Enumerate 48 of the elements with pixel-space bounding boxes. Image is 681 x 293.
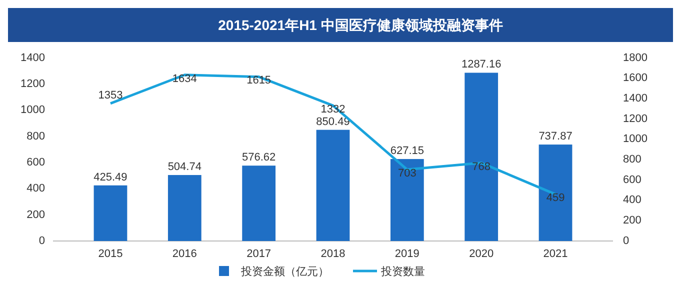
- bar: [390, 159, 424, 241]
- x-tick-label: 2015: [98, 248, 123, 260]
- y2-tick-label: 1400: [623, 92, 648, 105]
- y2-tick-label: 800: [623, 154, 642, 166]
- y-tick-label: 0: [38, 234, 45, 247]
- x-tick-label: 2020: [469, 248, 494, 260]
- y-tick-label: 200: [26, 208, 45, 221]
- y-tick-label: 1000: [20, 104, 45, 116]
- data-label: 425.49: [94, 171, 128, 184]
- bar: [538, 144, 572, 241]
- y2-tick-label: 400: [623, 194, 642, 206]
- x-tick-label: 2017: [246, 248, 272, 260]
- data-label: 459: [546, 192, 565, 204]
- x-tick-label: 2018: [320, 248, 346, 260]
- chart-title: 2015-2021年H1 中国医疗健康领域投融资事件: [218, 17, 503, 33]
- y-tick-label: 600: [26, 156, 45, 168]
- data-label: 737.87: [538, 130, 572, 143]
- legend-label: 投资数量: [380, 266, 425, 278]
- data-label: 850.49: [316, 116, 350, 128]
- y-tick-label: 400: [26, 182, 45, 195]
- bar: [94, 185, 128, 241]
- x-tick-label: 2021: [543, 248, 568, 260]
- y2-tick-label: 0: [623, 234, 630, 247]
- bar: [464, 72, 498, 241]
- data-label: 1287.16: [461, 58, 502, 71]
- data-label: 1353: [98, 89, 123, 102]
- y2-tick-label: 1200: [623, 112, 648, 125]
- x-tick-label: 2016: [172, 248, 197, 260]
- legend-label: 投资金额（亿元）: [240, 265, 329, 278]
- y-tick-label: 1400: [20, 52, 45, 64]
- y2-tick-label: 1800: [623, 52, 648, 64]
- bar: [316, 130, 350, 241]
- data-label: 627.15: [390, 145, 424, 158]
- y-tick-label: 1200: [20, 78, 45, 90]
- x-tick-label: 2019: [394, 248, 420, 260]
- y2-tick-label: 1000: [623, 133, 648, 146]
- data-label: 504.74: [168, 161, 202, 174]
- data-label: 768: [472, 160, 491, 173]
- y2-tick-label: 200: [623, 214, 642, 227]
- data-label: 703: [398, 167, 416, 180]
- y-tick-label: 800: [26, 130, 45, 142]
- y2-tick-label: 1600: [623, 72, 648, 84]
- bar: [242, 166, 276, 241]
- data-label: 1634: [172, 72, 197, 85]
- bar: [168, 175, 202, 241]
- data-label: 576.62: [242, 152, 276, 164]
- y2-tick-label: 600: [623, 174, 642, 186]
- data-label: 1615: [246, 74, 272, 87]
